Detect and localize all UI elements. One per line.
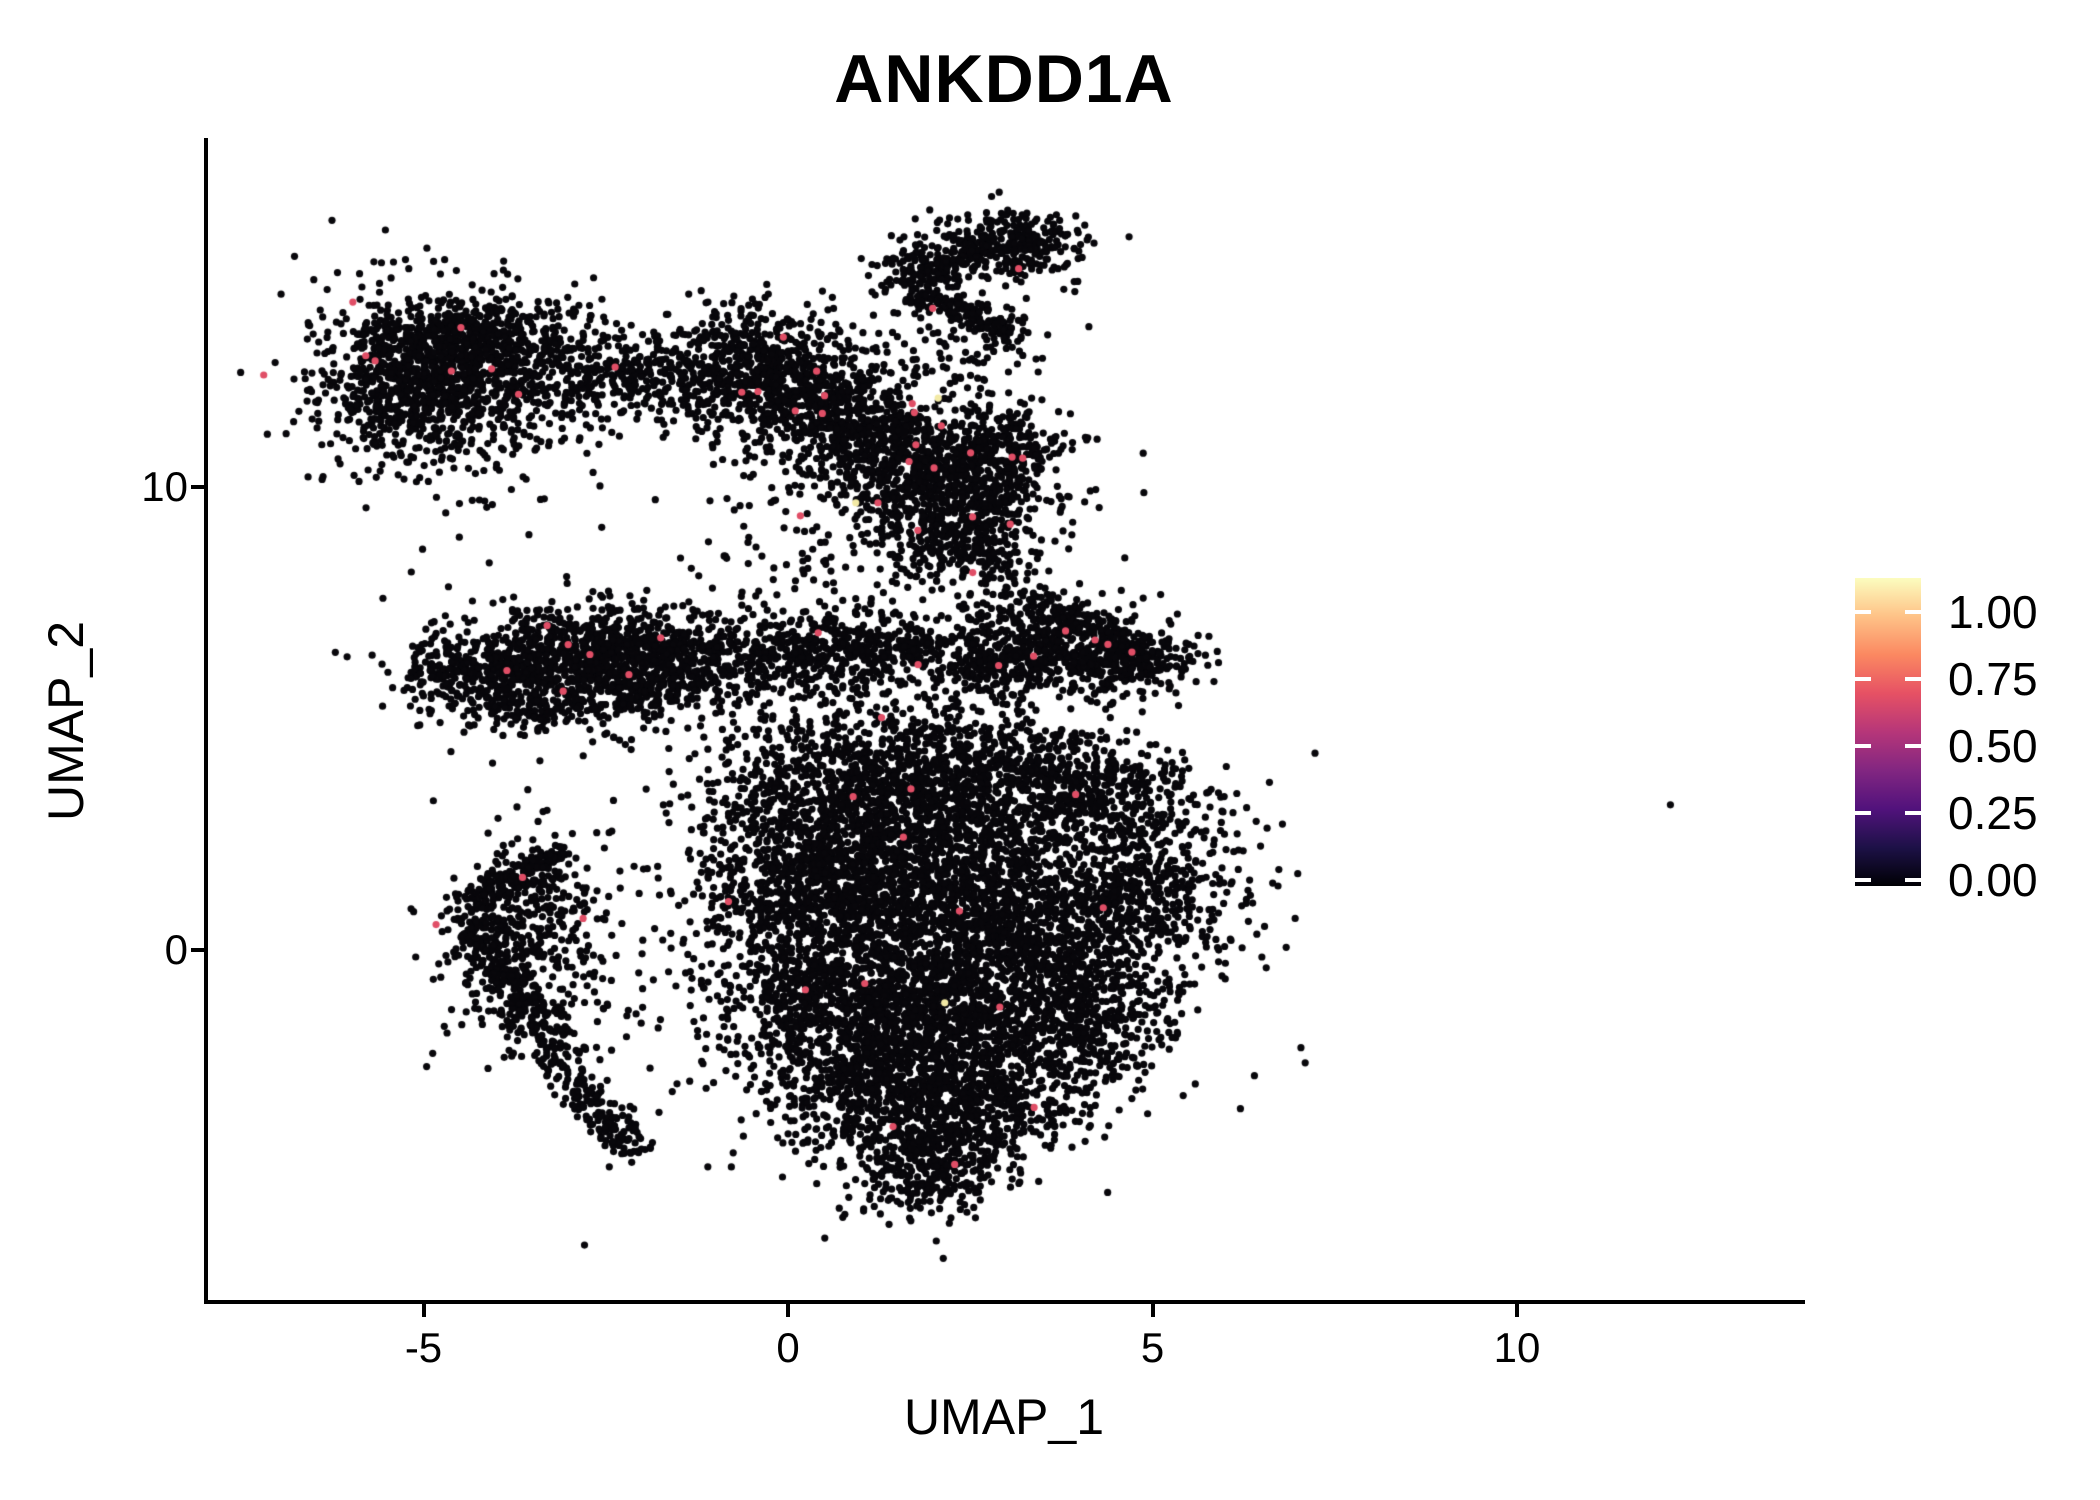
x-tick-mark [1515,1304,1519,1317]
legend-tick-label: 0.00 [1948,854,2038,906]
legend-tick-label: 0.25 [1948,787,2038,839]
x-tick-mark [786,1304,790,1317]
x-tick-mark [421,1304,426,1317]
legend-colorbar [1855,578,1921,886]
legend-tick-mark [1905,610,1921,614]
x-axis-title: UMAP_1 [903,1389,1105,1445]
legend-tick-mark [1905,811,1921,815]
legend-tick-label: 0.75 [1948,653,2038,705]
x-tick-mark [1150,1304,1155,1317]
legend-tick-mark [1855,610,1871,614]
y-axis-title: UMAP_2 [38,620,94,822]
legend-tick-mark [1855,744,1871,748]
x-tick-label: 10 [1493,1324,1541,1371]
legend-tick-mark [1855,677,1871,681]
x-tick-label: -5 [404,1324,443,1371]
x-tick-label: 0 [776,1324,800,1371]
y-axis-line [204,138,208,1304]
legend-tick-mark [1855,811,1871,815]
legend-tick-label: 1.00 [1948,586,2038,638]
legend-tick-mark [1855,878,1871,882]
y-tick-mark [191,485,204,489]
plot-title: ANKDD1A [834,41,1174,117]
y-tick-label: 10 [141,463,188,510]
legend-tick-label: 0.50 [1948,720,2038,772]
legend-tick-mark [1905,744,1921,748]
x-axis-line [204,1300,1805,1304]
legend-tick-mark [1905,677,1921,681]
legend-tick-mark [1905,878,1921,882]
x-tick-label: 5 [1140,1324,1165,1371]
y-tick-label: 0 [164,926,188,973]
y-tick-mark [191,948,204,952]
